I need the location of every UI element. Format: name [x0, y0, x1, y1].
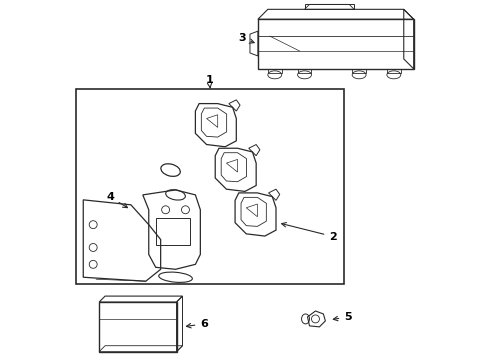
Text: 2: 2 — [282, 222, 337, 242]
Text: 6: 6 — [187, 319, 208, 329]
Bar — [76, 89, 344, 284]
Bar — [99, 302, 176, 352]
Text: 5: 5 — [333, 312, 352, 322]
Bar — [156, 218, 191, 246]
Text: 4: 4 — [106, 192, 127, 208]
Text: 3: 3 — [238, 33, 254, 43]
Text: 1: 1 — [205, 75, 213, 88]
